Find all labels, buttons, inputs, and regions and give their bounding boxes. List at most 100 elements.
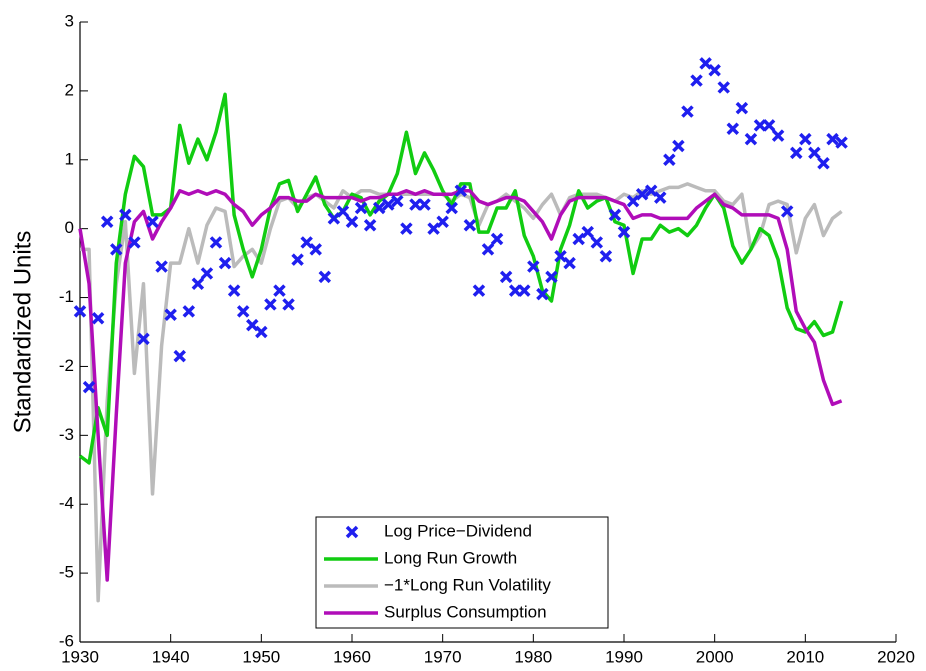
scatter-point	[744, 132, 758, 146]
scatter-point	[309, 243, 322, 256]
scatter-point	[236, 305, 250, 318]
y-tick-label: 1	[65, 149, 74, 168]
scatter-point	[155, 260, 168, 273]
scatter-point	[318, 270, 332, 284]
scatter-point	[654, 191, 667, 204]
legend-box	[315, 516, 609, 629]
scatter-point	[264, 298, 277, 311]
legend-label: Surplus Consumption	[384, 602, 547, 621]
scatter-point	[418, 198, 431, 211]
scatter-point	[663, 153, 676, 167]
scatter-point	[454, 184, 468, 198]
y-tick-label: -2	[59, 356, 74, 375]
x-tick-label: 1990	[605, 647, 643, 666]
scatter-point	[780, 205, 794, 218]
x-tick-label: 1940	[152, 647, 190, 666]
scatter-point	[436, 215, 449, 229]
scatter-point	[717, 81, 730, 94]
x-tick-label: 2010	[786, 647, 824, 666]
scatter-point	[499, 270, 513, 284]
legend-label: Long Run Growth	[384, 548, 517, 567]
scatter-point	[545, 270, 558, 284]
scatter-point	[708, 63, 721, 77]
x-tick-label: 2020	[877, 647, 915, 666]
scatter-point	[817, 156, 830, 170]
legend-label: −1*Long Run Volatility	[384, 575, 551, 594]
y-tick-label: -5	[59, 563, 74, 582]
scatter-point	[182, 305, 196, 318]
y-axis-label: Standardized Units	[9, 231, 36, 434]
y-tick-label: -4	[59, 494, 74, 513]
scatter-point	[790, 146, 803, 160]
legend-label: Log Price−Dividend	[384, 521, 532, 540]
scatter-point	[200, 267, 214, 280]
scatter-point	[826, 132, 839, 146]
x-tick-label: 1960	[333, 647, 371, 666]
y-tick-label: -3	[59, 425, 74, 444]
scatter-point	[590, 236, 604, 249]
y-tick-label: -6	[59, 631, 74, 650]
x-tick-label: 1970	[424, 647, 462, 666]
scatter-point	[146, 215, 159, 229]
scatter-point	[73, 305, 87, 318]
x-tick-label: 1980	[514, 647, 552, 666]
scatter-point	[255, 325, 268, 339]
scatter-point	[608, 208, 622, 222]
scatter-point	[599, 249, 613, 263]
scatter-point	[110, 243, 123, 256]
x-tick-label: 1950	[242, 647, 280, 666]
scatter-point	[490, 232, 504, 246]
scatter-point	[191, 277, 205, 291]
scatter-point	[735, 101, 749, 115]
scatter-point	[382, 198, 395, 211]
scatter-point	[82, 380, 96, 394]
scatter-point	[563, 256, 576, 270]
scatter-point	[472, 284, 486, 297]
scatter-point	[164, 308, 177, 322]
scatter-point	[91, 311, 105, 325]
x-tick-label: 2000	[696, 647, 734, 666]
scatter-point	[835, 136, 848, 149]
scatter-point	[672, 139, 685, 153]
scatter-point	[527, 260, 540, 273]
scatter-point	[372, 201, 386, 215]
scatter-point	[518, 284, 531, 297]
scatter-point	[345, 215, 359, 229]
series-line	[80, 182, 843, 603]
y-tick-label: 3	[65, 11, 74, 30]
scatter-point	[635, 187, 649, 201]
scatter-point	[282, 298, 295, 311]
scatter-point	[799, 132, 812, 146]
scatter-point	[336, 205, 350, 218]
scatter-point	[771, 129, 785, 142]
scatter-point	[463, 218, 477, 232]
scatter-point	[808, 146, 821, 160]
scatter-point	[536, 287, 549, 301]
scatter-point	[400, 222, 413, 235]
scatter-point	[391, 194, 404, 208]
y-tick-label: 2	[65, 80, 74, 99]
scatter-point	[209, 236, 223, 249]
x-tick-label: 1930	[61, 647, 99, 666]
scatter-point	[119, 208, 132, 222]
scatter-point	[291, 253, 304, 266]
scatter-point	[218, 256, 232, 270]
scatter-point	[726, 122, 740, 136]
scatter-point	[762, 119, 776, 132]
scatter-point	[273, 284, 286, 297]
y-tick-label: -1	[59, 287, 74, 306]
scatter-point	[581, 225, 594, 239]
scatter-point	[100, 215, 114, 229]
scatter-point	[227, 284, 241, 297]
scatter-point	[363, 218, 377, 232]
scatter-point	[128, 236, 141, 249]
scatter-point	[681, 105, 694, 118]
y-tick-label: 0	[65, 218, 74, 237]
legend-swatch	[345, 525, 359, 539]
scatter-point	[690, 74, 703, 87]
scatter-point	[137, 332, 150, 346]
scatter-point	[354, 201, 368, 215]
scatter-point	[445, 201, 458, 215]
